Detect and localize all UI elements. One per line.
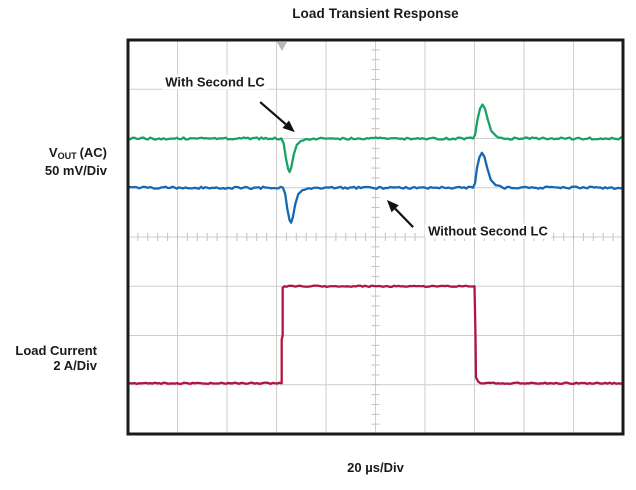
time-axis-label: 20 µs/Div [347, 460, 404, 475]
vout-axis-label: VOUT (AC) 50 mV/Div [0, 145, 107, 178]
trace-2 [126, 284, 625, 386]
load-current-axis-label: Load Current 2 A/Div [0, 343, 97, 373]
vout-axis-label-scale: 50 mV/Div [44, 162, 107, 178]
load-current-axis-label-name: Load Current [15, 343, 97, 358]
trace-1 [126, 151, 625, 224]
vout-axis-label-name: VOUT (AC) [48, 145, 107, 161]
trigger-marker-icon [276, 42, 287, 51]
load-current-axis-label-scale: 2 A/Div [53, 357, 97, 373]
annotation-without-second-lc: Without Second LC [425, 223, 551, 239]
trace-0 [126, 103, 625, 174]
annotation-with-second-lc: With Second LC [162, 74, 268, 90]
annotation-arrowhead-icon [386, 200, 399, 213]
chart-title: Load Transient Response [292, 6, 459, 21]
annotation-arrowhead-icon [282, 120, 295, 133]
